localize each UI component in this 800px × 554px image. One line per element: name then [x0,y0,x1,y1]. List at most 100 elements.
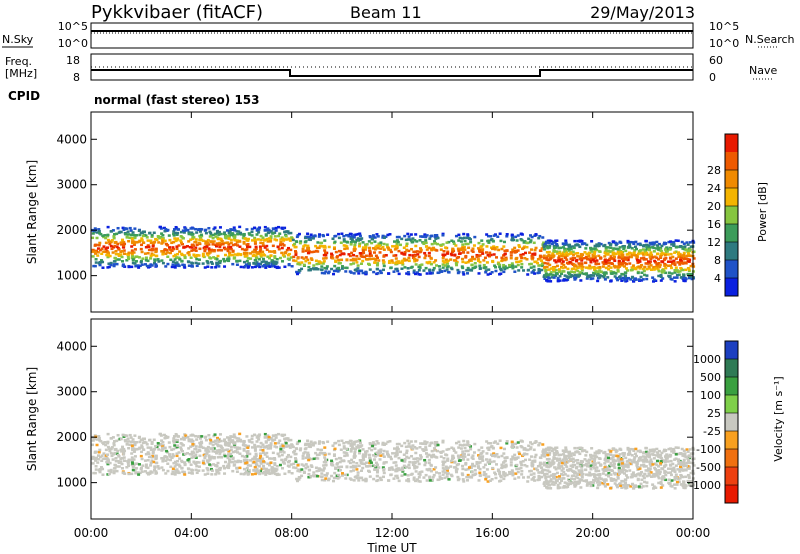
velocity-echo [262,467,266,470]
power-echo [294,251,298,254]
power-echo [656,268,660,271]
power-echo [143,252,147,255]
power-echo [580,269,584,272]
power-echo [511,248,515,251]
velocity-echo [209,467,213,471]
power-echo [599,270,603,273]
velocity-echo [558,486,562,489]
velocity-echo [285,455,289,459]
velocity-echo [530,461,534,465]
velocity-echo [187,439,191,443]
power-echo [387,272,391,275]
power-echo [562,263,566,267]
velocity-echo [395,446,399,449]
power-echo [93,264,97,268]
velocity-echo [666,455,670,458]
power-echo [569,247,573,251]
velocity-echo [325,472,329,475]
velocity-echo [172,461,176,465]
velocity-echo [287,438,291,442]
power-echo [191,262,195,265]
power-echo [388,233,392,236]
velocity-echo [126,460,130,463]
power-echo [140,243,144,247]
velocity-echo [534,467,538,470]
power-echo [307,251,311,255]
velocity-echo [96,461,100,464]
velocity-echo [644,446,648,450]
power-echo [231,262,235,266]
power-echo [450,239,454,242]
power-echo [571,274,575,278]
power-echo [520,256,524,260]
velocity-echo [287,453,291,457]
power-echo [267,264,271,267]
velocity-echo [403,466,407,469]
power-echo [228,253,232,257]
power-echo [233,253,237,256]
power-echo [246,257,250,260]
power-echo [652,250,656,253]
power-echo [645,248,649,251]
power-echo [484,266,488,269]
power-echo [289,256,293,259]
power-echo [214,257,218,260]
velocity-echo [688,465,692,469]
velocity-echo [413,461,417,465]
velocity-echo [116,459,120,463]
power-echo [307,238,311,241]
power-echo [100,247,104,250]
power-echo [146,239,150,242]
power-echo [106,238,110,242]
velocity-echo [242,459,246,462]
power-echo [298,263,302,266]
velocity-echo [678,470,682,473]
velocity-echo [652,457,656,460]
velocity-echo [281,444,285,448]
velocity-echo [611,460,615,463]
power-echo [303,244,307,247]
power-echo [400,252,404,255]
velocity-echo [92,471,96,475]
velocity-echo [481,459,485,462]
velocity-echo [324,464,328,467]
velocity-echo [207,454,211,457]
power-colorbar-tick-label: 28 [707,164,721,177]
velocity-echo [127,472,131,476]
velocity-echo [523,463,527,467]
power-echo [213,232,217,236]
power-echo [138,240,142,243]
power-echo [331,257,335,260]
power-echo [673,268,677,272]
power-echo [636,242,640,246]
velocity-echo [161,446,165,450]
velocity-echo [540,466,544,469]
velocity-echo [238,447,242,450]
power-echo [592,271,596,275]
power-echo [160,238,164,241]
power-echo [554,268,558,272]
power-echo [216,237,220,241]
power-echo [557,246,561,250]
velocity-echo [478,456,482,459]
power-echo [261,265,265,268]
power-echo [593,247,597,250]
velocity-echo [537,471,541,474]
power-echo [321,244,325,248]
velocity-echo [123,434,127,437]
power-echo [567,272,571,276]
velocity-echo [546,462,550,465]
velocity-echo [355,468,359,471]
power-echo [157,241,161,244]
velocity-echo [607,475,611,478]
velocity-echo [560,479,564,483]
power-echo [378,269,382,273]
velocity-echo [300,463,304,466]
velocity-echo [334,476,338,480]
power-echo [181,229,185,232]
power-echo [471,266,475,270]
velocity-echo [520,473,524,476]
velocity-echo [307,455,311,459]
velocity-echo [403,441,407,445]
power-echo [229,233,233,237]
